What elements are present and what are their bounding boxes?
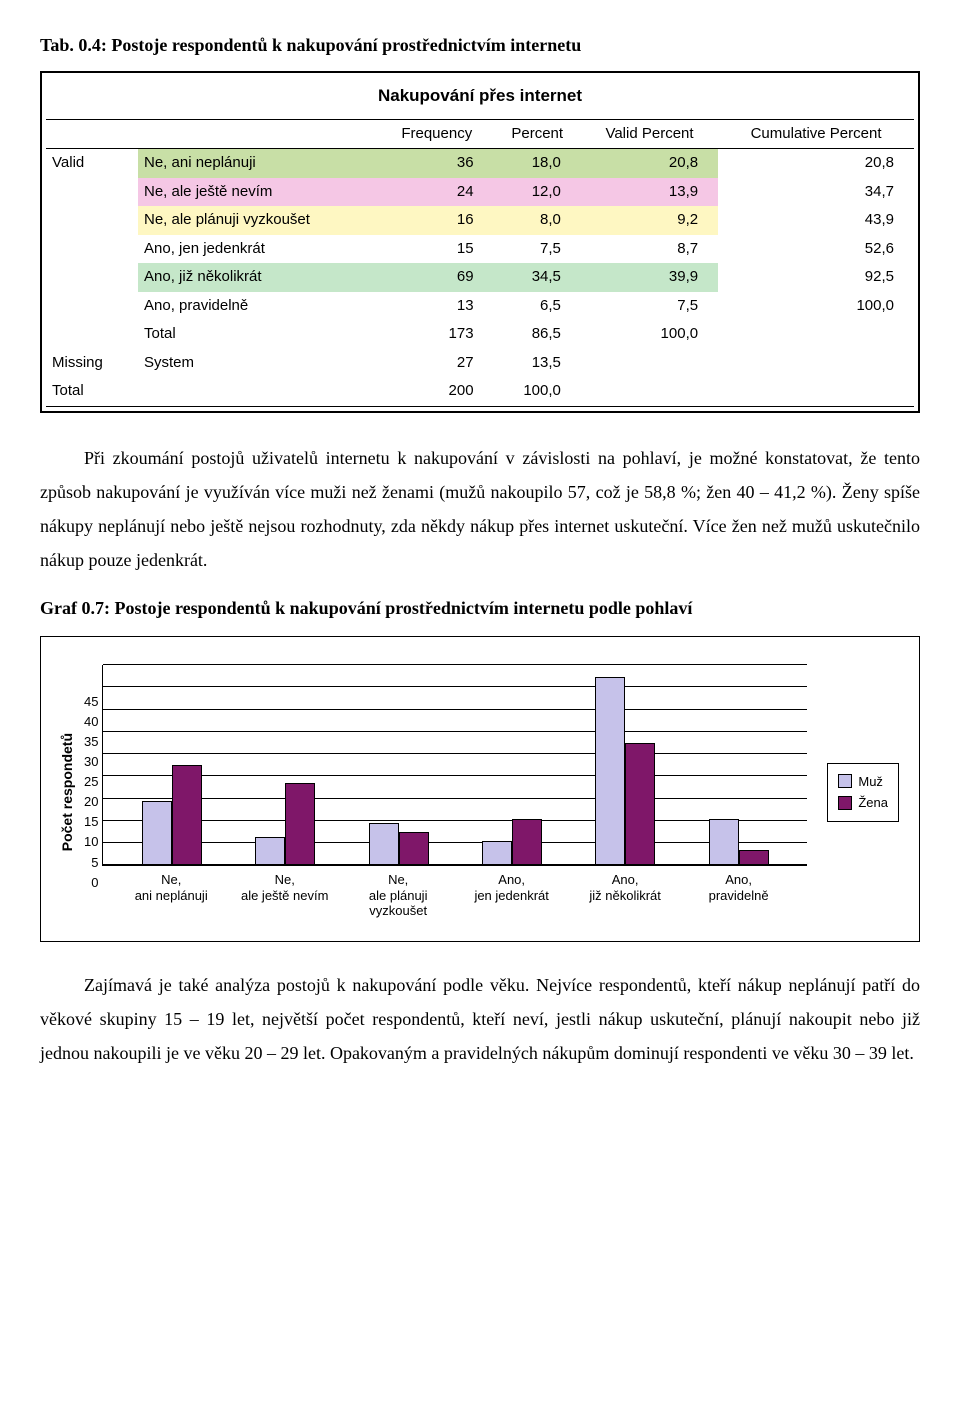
table-row: ValidNe, ani neplánuji3618,020,820,8 bbox=[46, 149, 914, 178]
table-row: Total17386,5100,0 bbox=[46, 320, 914, 349]
x-tick-label: Ano,jen jedenkrát bbox=[455, 872, 568, 919]
y-tick: 25 bbox=[84, 772, 98, 792]
legend-item: Žena bbox=[838, 793, 888, 813]
chart-caption: Graf 0.7: Postoje respondentů k nakupová… bbox=[40, 595, 920, 622]
bar bbox=[369, 823, 399, 865]
bar-group bbox=[115, 765, 228, 865]
table-row: Ano, pravidelně136,57,5100,0 bbox=[46, 292, 914, 321]
bar bbox=[399, 832, 429, 865]
bar bbox=[255, 837, 285, 866]
table-caption: Tab. 0.4: Postoje respondentů k nakupová… bbox=[40, 32, 920, 59]
table-title: Nakupování přes internet bbox=[46, 77, 914, 119]
y-tick: 30 bbox=[84, 752, 98, 772]
bar-group bbox=[455, 819, 568, 865]
bar bbox=[285, 783, 315, 865]
bar bbox=[739, 850, 769, 865]
bar bbox=[595, 677, 625, 866]
chart-legend: MužŽena bbox=[827, 763, 899, 822]
y-tick: 15 bbox=[84, 812, 98, 832]
bar bbox=[512, 819, 542, 865]
table-row: MissingSystem2713,5 bbox=[46, 349, 914, 378]
bar-group bbox=[229, 783, 342, 865]
y-tick: 35 bbox=[84, 732, 98, 752]
table-row: Total200100,0 bbox=[46, 377, 914, 406]
x-tick-label: Ano,pravidelně bbox=[682, 872, 795, 919]
x-tick-label: Ne,ale plánujivyzkoušet bbox=[341, 872, 454, 919]
table-row: Ne, ale plánuji vyzkoušet168,09,243,9 bbox=[46, 206, 914, 235]
table-row: Ne, ale ještě nevím2412,013,934,7 bbox=[46, 178, 914, 207]
table-row: Ano, již několikrát6934,539,992,5 bbox=[46, 263, 914, 292]
col-frequency: Frequency bbox=[380, 119, 494, 149]
x-tick-label: Ne,ani neplánuji bbox=[114, 872, 227, 919]
col-valid-percent: Valid Percent bbox=[581, 119, 718, 149]
y-tick: 20 bbox=[84, 792, 98, 812]
frequency-table-container: Nakupování přes internet Frequency Perce… bbox=[40, 71, 920, 413]
bar bbox=[709, 819, 739, 865]
chart-container: Počet respondetů 454035302520151050 Ne,a… bbox=[40, 636, 920, 942]
y-tick: 40 bbox=[84, 712, 98, 732]
frequency-table: Frequency Percent Valid Percent Cumulati… bbox=[46, 119, 914, 407]
bar bbox=[172, 765, 202, 865]
bar bbox=[482, 841, 512, 865]
y-tick: 0 bbox=[91, 873, 98, 893]
chart-x-axis-labels: Ne,ani neplánujiNe,ale ještě nevímNe,ale… bbox=[102, 872, 807, 919]
y-tick: 5 bbox=[91, 853, 98, 873]
paragraph-1: Při zkoumání postojů uživatelů internetu… bbox=[40, 441, 920, 578]
legend-item: Muž bbox=[838, 772, 888, 792]
x-tick-label: Ano,již několikrát bbox=[568, 872, 681, 919]
chart-y-axis-label: Počet respondetů bbox=[57, 733, 78, 851]
col-percent: Percent bbox=[494, 119, 581, 149]
chart-y-axis-ticks: 454035302520151050 bbox=[84, 692, 102, 892]
bar-group bbox=[569, 677, 682, 866]
col-cumulative-percent: Cumulative Percent bbox=[718, 119, 914, 149]
paragraph-2: Zajímavá je také analýza postojů k nakup… bbox=[40, 968, 920, 1071]
bar bbox=[142, 801, 172, 865]
bar-group bbox=[682, 819, 795, 865]
y-tick: 10 bbox=[84, 832, 98, 852]
x-tick-label: Ne,ale ještě nevím bbox=[228, 872, 341, 919]
bar-group bbox=[342, 823, 455, 865]
y-tick: 45 bbox=[84, 692, 98, 712]
table-row: Ano, jen jedenkrát157,58,752,6 bbox=[46, 235, 914, 264]
bar bbox=[625, 743, 655, 865]
chart-plot-area bbox=[102, 665, 807, 866]
